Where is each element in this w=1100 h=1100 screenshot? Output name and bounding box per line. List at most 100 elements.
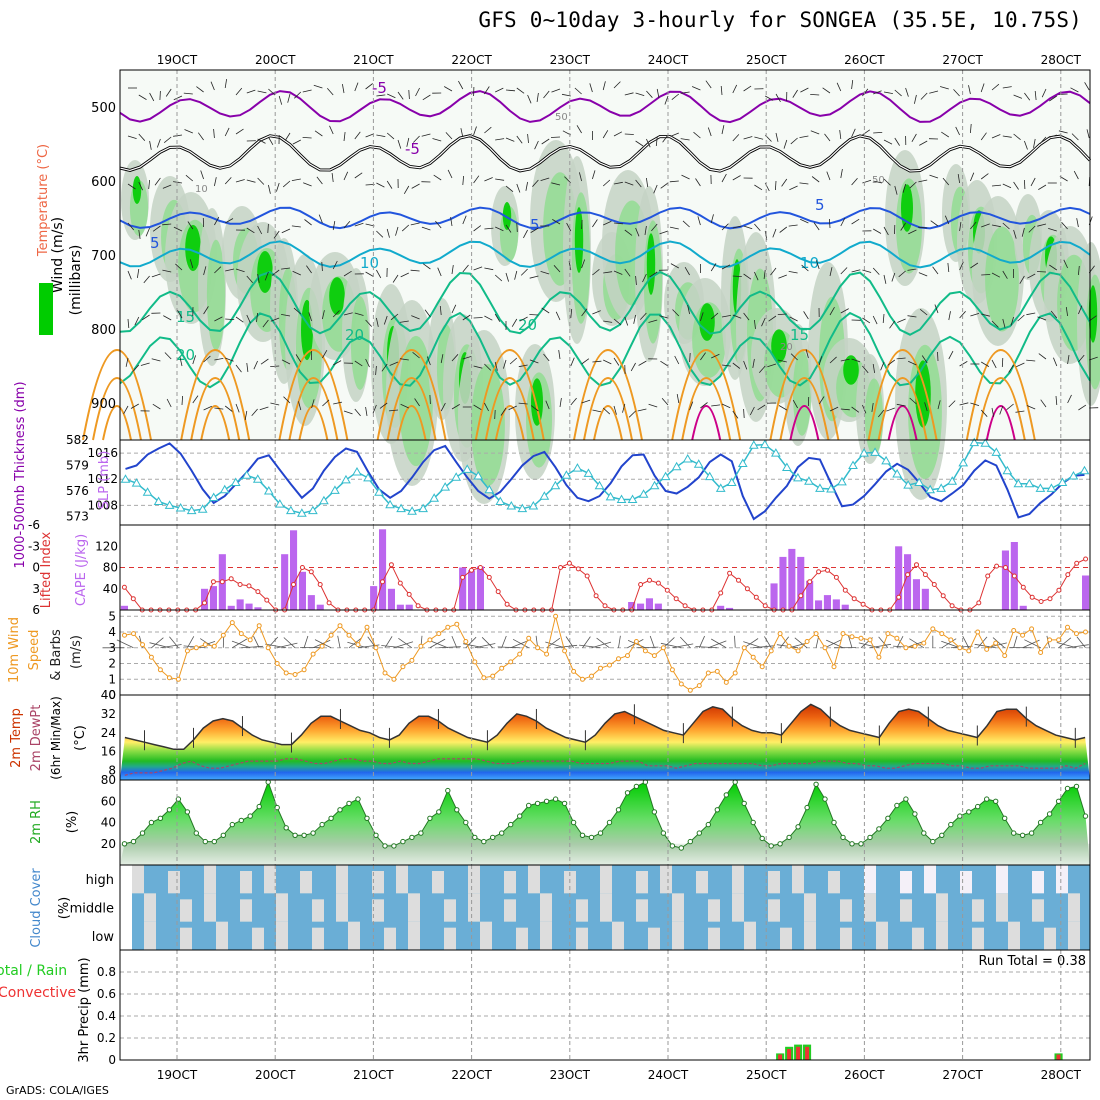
cape-axis-label: CAPE (J/kg) <box>74 534 89 606</box>
contour-label: 5 <box>530 216 540 234</box>
li-marker <box>318 583 322 587</box>
cloud-axis-label: Cloud Cover <box>29 868 44 948</box>
wind-speed-marker <box>428 638 432 642</box>
cloud-block <box>828 871 840 893</box>
cloud-block <box>876 922 888 950</box>
li-marker <box>977 601 981 605</box>
wind-speed-marker <box>141 643 145 647</box>
rh-marker <box>374 833 378 837</box>
rh-marker <box>329 816 333 820</box>
pressure-tick-label: 800 <box>91 323 116 338</box>
wind-speed-marker <box>724 680 728 684</box>
li-marker <box>754 595 758 599</box>
cloud-block <box>576 899 588 921</box>
rh-marker <box>1083 814 1087 818</box>
top-date-label: 28OCT <box>1041 53 1082 67</box>
cloud-block <box>396 865 408 893</box>
wind-speed-marker <box>1021 633 1025 637</box>
wind10-barb <box>151 638 163 648</box>
wind-barb <box>582 220 583 229</box>
wind-speed-marker <box>266 646 270 650</box>
rh-marker <box>994 799 998 803</box>
wind-speed-marker <box>958 646 962 650</box>
wind10-barb <box>1014 636 1017 648</box>
rh-marker <box>688 839 692 843</box>
cloud-block <box>144 922 156 950</box>
wind-speed-marker <box>643 649 647 653</box>
wind-speed-marker <box>446 625 450 629</box>
li-marker <box>1066 573 1070 577</box>
temp-axis-label: Temperature (°C) <box>36 144 51 257</box>
li-marker <box>728 571 732 575</box>
wind10-axis-label-3: & Barbs <box>49 629 64 681</box>
top-date-label: 22OCT <box>451 53 492 67</box>
wind-speed-marker <box>652 654 656 658</box>
top-date-label: 24OCT <box>648 53 689 67</box>
rh-marker <box>877 827 881 831</box>
rh-marker <box>473 835 477 839</box>
pressure-tick-label: 900 <box>91 397 116 412</box>
wind10-barb <box>699 636 704 648</box>
rh-unit-label: (%) <box>65 811 80 834</box>
top-date-label: 20OCT <box>255 53 296 67</box>
rh-marker <box>1047 812 1051 816</box>
wind-speed-marker <box>1057 638 1061 642</box>
wind-speed-marker <box>688 688 692 692</box>
rh-marker <box>482 839 486 843</box>
cape-tick-label: 80 <box>103 561 118 575</box>
li-marker <box>834 575 838 579</box>
li-marker <box>1039 600 1043 604</box>
cloud-block <box>312 928 324 950</box>
cape-bar <box>717 606 724 610</box>
cape-bar <box>922 589 929 610</box>
rh-marker <box>266 780 270 784</box>
wind-speed-marker <box>1003 654 1007 658</box>
wind-speed-marker <box>841 632 845 636</box>
cloud-block <box>540 893 552 921</box>
slp-marker <box>1080 467 1088 474</box>
wind-barb <box>1024 180 1025 189</box>
cloud-block <box>1068 893 1080 921</box>
rh-marker <box>670 844 674 848</box>
precip-tick-label: 0.8 <box>97 965 116 979</box>
rh-region-bright <box>647 233 655 295</box>
rh-marker <box>652 810 656 814</box>
li-markers <box>122 557 1087 612</box>
cloud-block <box>864 893 876 921</box>
cloud-block <box>240 871 252 893</box>
pressure-axis-label: (millibars) <box>68 245 84 316</box>
cloud-block <box>216 922 228 950</box>
slp-marker <box>937 484 945 491</box>
cloud-block <box>636 899 648 921</box>
rh-region-bright <box>915 360 931 427</box>
cape-bar <box>637 604 644 610</box>
contour-label: 50 <box>555 112 568 123</box>
li-marker <box>122 585 126 589</box>
cloud-block <box>696 871 708 893</box>
cloud-block <box>180 899 192 921</box>
slp-marker <box>1003 467 1011 474</box>
precip-conv-bar <box>1057 1055 1061 1061</box>
contour-label: -5 <box>372 79 387 97</box>
rh-marker <box>625 791 629 795</box>
contour-label: 5 <box>815 196 825 214</box>
cape-bar <box>771 583 778 610</box>
rh-marker <box>1020 833 1024 837</box>
rh-marker <box>248 814 252 818</box>
cloud-block <box>768 899 780 921</box>
cloud-block <box>840 899 852 921</box>
rh-marker <box>464 820 468 824</box>
wind10-barb <box>650 636 654 648</box>
rh-marker <box>1003 816 1007 820</box>
wind-speed-marker <box>581 677 585 681</box>
li-marker <box>719 591 723 595</box>
wind-speed-marker <box>617 657 621 661</box>
li-marker <box>808 580 812 584</box>
li-marker <box>576 567 580 571</box>
rh-marker <box>553 797 557 801</box>
li-marker <box>1004 566 1008 570</box>
cape-bar <box>246 604 253 610</box>
cloud-block <box>300 871 312 893</box>
wind-speed-marker <box>293 673 297 677</box>
run-total-label: Run Total = 0.38 <box>978 954 1086 969</box>
